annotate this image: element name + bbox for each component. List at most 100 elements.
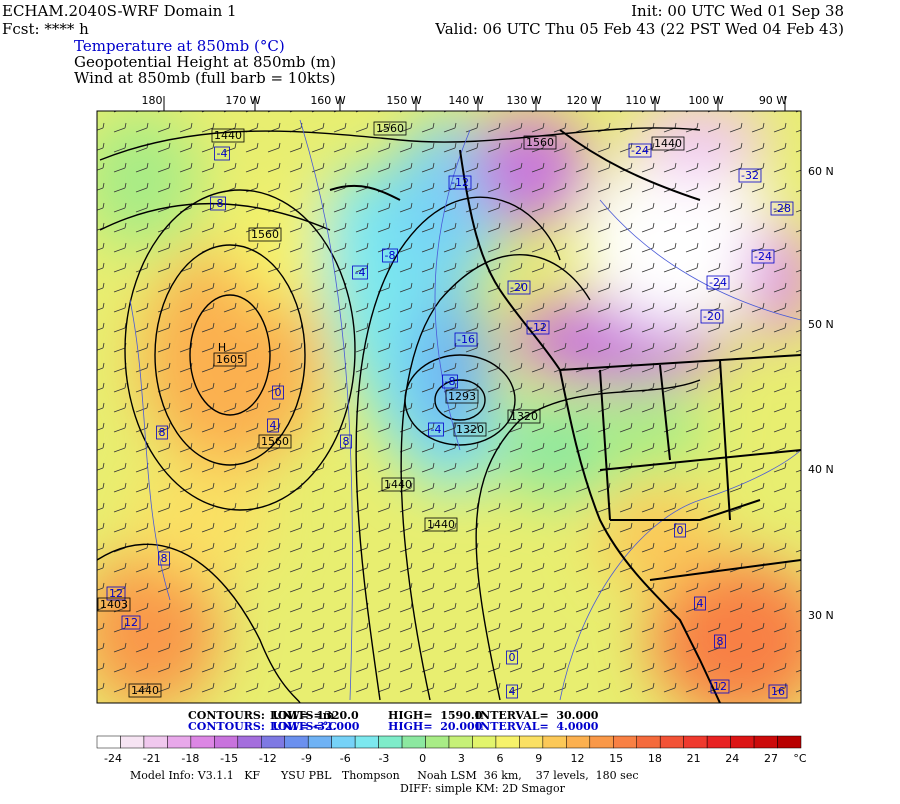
contour-label: -4 bbox=[217, 147, 228, 160]
colorbar-swatch bbox=[378, 735, 403, 749]
contour-label: 12 bbox=[713, 680, 727, 693]
contour-label: 12 bbox=[124, 616, 138, 629]
colorbar-label: 0 bbox=[419, 752, 426, 765]
contour-label-box bbox=[267, 418, 279, 433]
contour-label: 1560 bbox=[376, 122, 404, 135]
contour-label: -24 bbox=[709, 276, 727, 289]
latitude-label: 30 N bbox=[808, 609, 834, 622]
contour-label-box bbox=[210, 196, 226, 211]
map-field bbox=[97, 111, 801, 703]
contour-label-box bbox=[448, 175, 472, 190]
contour-label: 8 bbox=[161, 552, 168, 565]
colorbar-swatch bbox=[237, 735, 262, 749]
contour-label-box bbox=[213, 352, 247, 367]
contour-label-box bbox=[442, 374, 458, 389]
field-temperature: Temperature at 850mb (°C) bbox=[74, 37, 285, 55]
contour-label: -8 bbox=[213, 197, 224, 210]
title: ECHAM.2040S-WRF Domain 1 bbox=[2, 2, 237, 20]
colorbar-swatch bbox=[519, 735, 544, 749]
contour-label: -24 bbox=[631, 144, 649, 157]
longitude-label: 130 W bbox=[506, 94, 541, 107]
contour-info: CONTOURS: UNITS=°C bbox=[188, 720, 337, 733]
colorbar-swatch bbox=[542, 735, 567, 749]
contour-label-box bbox=[340, 434, 352, 449]
contour-label-box bbox=[651, 136, 685, 151]
colorbar-swatch bbox=[167, 735, 192, 749]
contour-label-box bbox=[714, 634, 726, 649]
longitude-label: 180 bbox=[142, 94, 163, 107]
contour-info: INTERVAL= 4.0000 bbox=[475, 720, 599, 733]
colorbar-label: -21 bbox=[143, 752, 161, 765]
init-time: Init: 00 UTC Wed 01 Sep 38 bbox=[631, 2, 844, 20]
contour-label-box bbox=[710, 679, 730, 694]
colorbar-unit: °C bbox=[793, 752, 807, 765]
latitude-label: 50 N bbox=[808, 318, 834, 331]
contour-label: 1440 bbox=[214, 129, 242, 142]
contour-label-box bbox=[121, 615, 141, 630]
colorbar-label: -12 bbox=[259, 752, 277, 765]
colorbar-swatch bbox=[683, 735, 708, 749]
contour-label: 1320 bbox=[510, 410, 538, 423]
longitude-label: 150 W bbox=[386, 94, 421, 107]
forecast-hour: Fcst: **** h bbox=[2, 20, 89, 38]
contour-label-box bbox=[258, 434, 292, 449]
contour-label: 0 bbox=[275, 386, 282, 399]
latitude-label: 60 N bbox=[808, 165, 834, 178]
contour-label: -20 bbox=[703, 310, 721, 323]
contour-label: 1320 bbox=[456, 423, 484, 436]
diff-info: DIFF: simple KM: 2D Smagor bbox=[400, 782, 566, 795]
contour-label-box bbox=[424, 517, 458, 532]
valid-time: Valid: 06 UTC Thu 05 Feb 43 (22 PST Wed … bbox=[434, 20, 844, 38]
colorbar-swatch bbox=[261, 735, 285, 749]
contour-label-box bbox=[453, 422, 487, 437]
contour-label: -16 bbox=[457, 333, 475, 346]
colorbar-label: -6 bbox=[340, 752, 351, 765]
colorbar-swatch bbox=[284, 735, 309, 749]
latitude-label: 40 N bbox=[808, 463, 834, 476]
contour-label: 0 bbox=[509, 651, 516, 664]
contour-label-box bbox=[381, 477, 415, 492]
colorbar-swatch bbox=[753, 735, 778, 749]
contour-label: -8 bbox=[385, 249, 396, 262]
longitude-label: 170 W bbox=[225, 94, 260, 107]
colorbar-swatch bbox=[636, 735, 661, 749]
field-wind: Wind at 850mb (full barb = 10kts) bbox=[74, 69, 336, 87]
longitude-label: 110 W bbox=[625, 94, 660, 107]
contour-label: 1605 bbox=[216, 353, 244, 366]
contour-label-box bbox=[628, 143, 652, 158]
contour-label: -8 bbox=[445, 375, 456, 388]
colorbar-swatch bbox=[659, 735, 684, 749]
colorbar-label: 9 bbox=[535, 752, 542, 765]
longitude-label: 160 W bbox=[310, 94, 345, 107]
contour-label: 1560 bbox=[251, 228, 279, 241]
colorbar-swatch bbox=[613, 735, 637, 749]
colorbar-label: 3 bbox=[458, 752, 465, 765]
colorbar-label: -9 bbox=[301, 752, 312, 765]
contour-info: LOW= 1320.0 bbox=[270, 709, 359, 722]
contour-label: 4 bbox=[697, 597, 704, 610]
contour-label-box bbox=[382, 248, 398, 263]
longitude-label: 140 W bbox=[448, 94, 483, 107]
contour-label: 12 bbox=[109, 587, 123, 600]
colorbar-swatch bbox=[730, 735, 755, 749]
colorbar-swatch bbox=[143, 735, 168, 749]
colorbar-label: 27 bbox=[764, 752, 778, 765]
contour-label-box bbox=[674, 523, 686, 538]
contour-label-box bbox=[506, 650, 518, 665]
contour-label: -12 bbox=[451, 176, 469, 189]
colorbar-label: 12 bbox=[570, 752, 584, 765]
colorbar-label: -15 bbox=[220, 752, 238, 765]
contour-label: 1560 bbox=[526, 136, 554, 149]
colorbar-swatch bbox=[307, 735, 332, 749]
colorbar-swatch bbox=[331, 735, 356, 749]
colorbar-swatch bbox=[190, 735, 215, 749]
contour-label-box bbox=[97, 597, 131, 612]
contour-label-box bbox=[770, 201, 794, 216]
colorbar-swatch bbox=[214, 735, 239, 749]
colorbar-swatch bbox=[589, 735, 614, 749]
contour-info: LOW= -32.000 bbox=[270, 720, 360, 733]
contour-label-box bbox=[211, 128, 245, 143]
colorbar-swatch bbox=[495, 735, 520, 749]
contour-label: 4 bbox=[270, 419, 277, 432]
contour-label-box bbox=[506, 684, 518, 699]
